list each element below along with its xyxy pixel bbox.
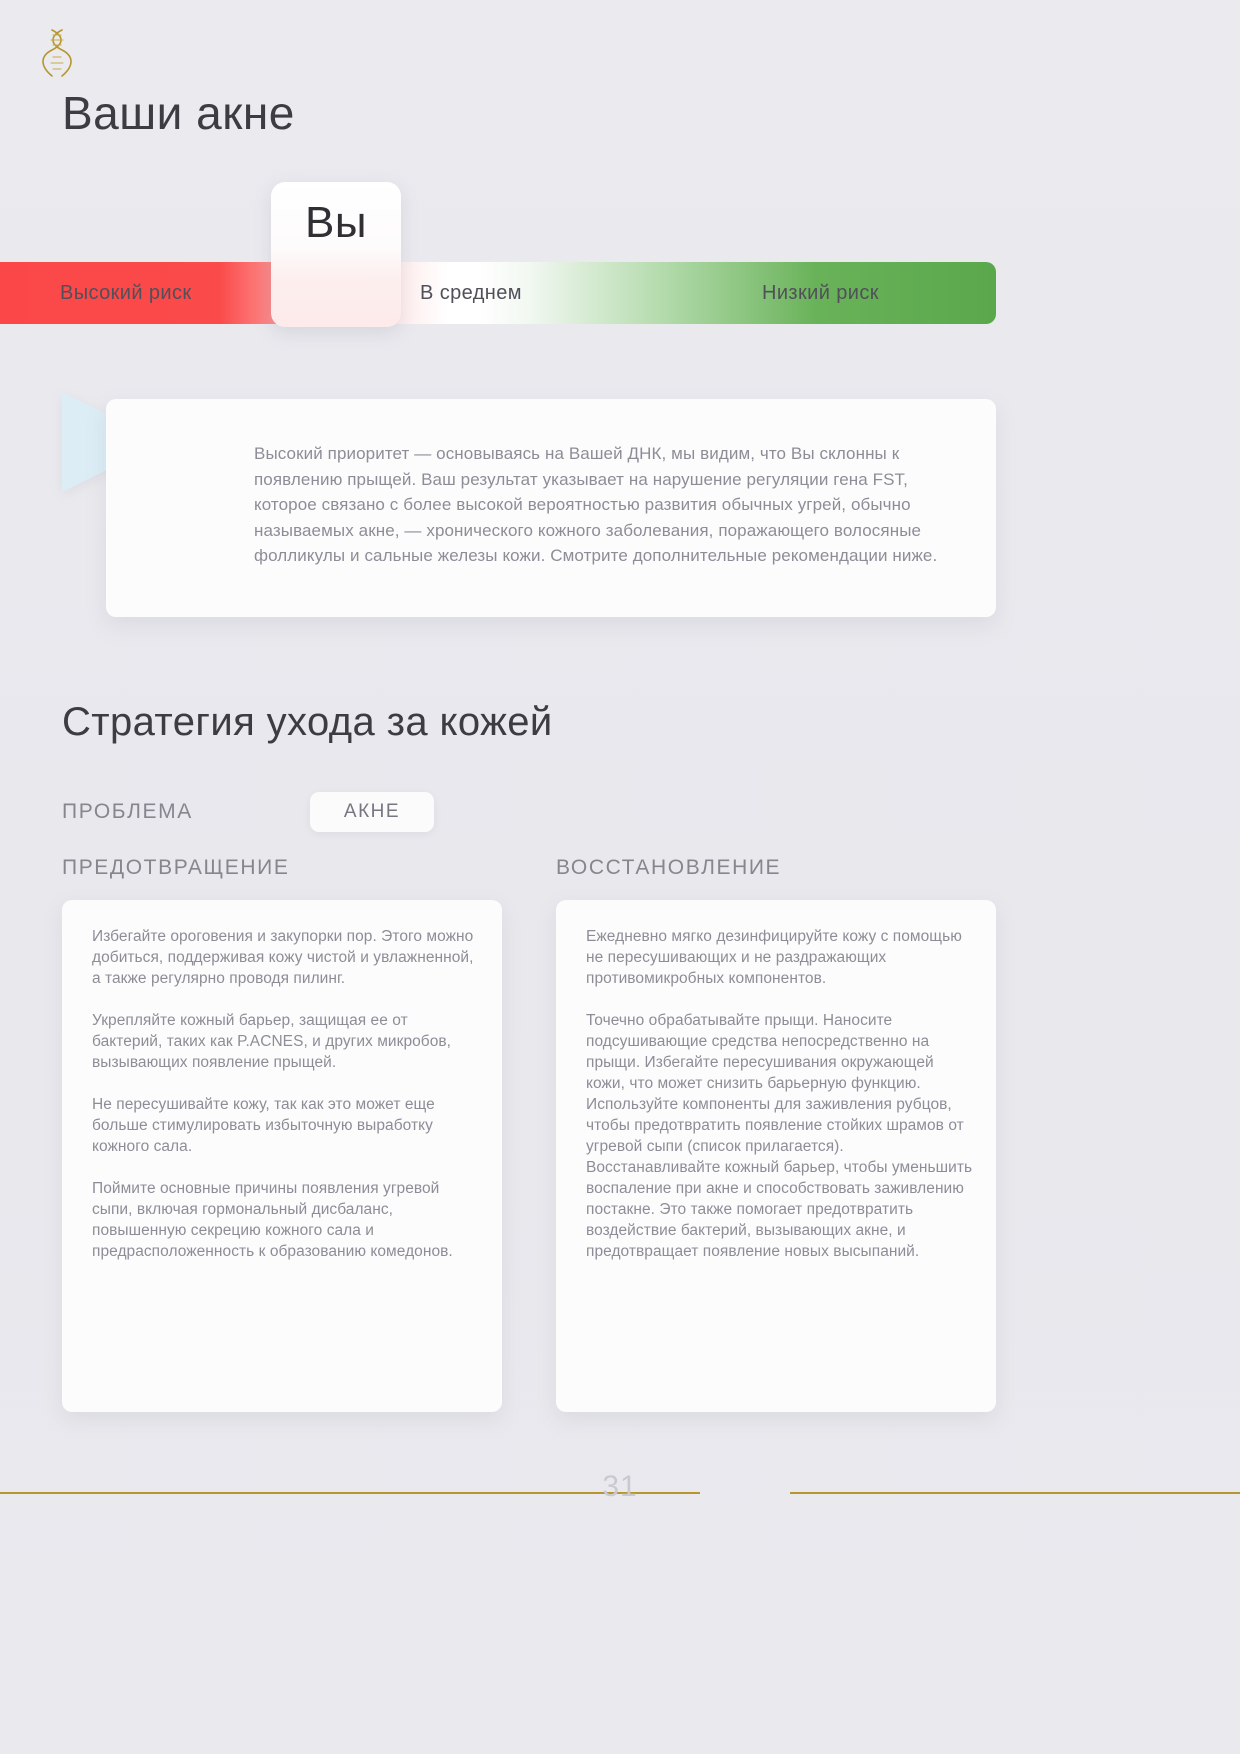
dna-helix-icon — [38, 26, 78, 82]
summary-text: Высокий приоритет — основываясь на Вашей… — [254, 444, 938, 565]
recovery-card-body: Ежедневно мягко дезинфицируйте кожу с по… — [586, 926, 974, 1262]
section-title: Стратегия ухода за кожей — [62, 700, 553, 744]
recovery-paragraph: Ежедневно мягко дезинфицируйте кожу с по… — [586, 928, 962, 987]
footer-rule-left — [0, 1492, 700, 1494]
risk-label-low: Низкий риск — [762, 282, 879, 304]
you-marker-label: Вы — [305, 198, 367, 247]
you-marker: Вы — [271, 182, 401, 327]
summary-block: Высокий приоритет — основываясь на Вашей… — [62, 392, 996, 624]
prevention-card: Избегайте ороговения и закупорки пор. Эт… — [62, 900, 502, 1412]
recovery-card: Ежедневно мягко дезинфицируйте кожу с по… — [556, 900, 996, 1412]
footer-rule-right — [790, 1492, 1240, 1494]
prevention-paragraph: Поймите основные причины появления угрев… — [92, 1180, 453, 1260]
column-heading-recovery: ВОССТАНОВЛЕНИЕ — [556, 856, 782, 879]
risk-gradient-bar — [0, 262, 996, 324]
risk-label-medium: В среднем — [420, 282, 522, 304]
column-heading-prevention: ПРЕДОТВРАЩЕНИЕ — [62, 856, 290, 879]
prevention-card-body: Избегайте ороговения и закупорки пор. Эт… — [92, 926, 480, 1262]
page-number: 31 — [602, 1470, 638, 1503]
summary-card: Высокий приоритет — основываясь на Вашей… — [106, 399, 996, 617]
recovery-paragraph: Точечно обрабатывайте прыщи. Наносите по… — [586, 1012, 973, 1260]
problem-badge: АКНЕ — [310, 792, 434, 832]
prevention-paragraph: Укрепляйте кожный барьер, защищая ее от … — [92, 1012, 452, 1071]
page-title: Ваши акне — [62, 87, 295, 139]
risk-scale: Высокий риск В среднем Низкий риск Вы — [0, 182, 996, 327]
problem-label: ПРОБЛЕМА — [62, 800, 193, 823]
problem-row: ПРОБЛЕМА АКНЕ — [62, 792, 662, 834]
risk-label-high: Высокий риск — [60, 282, 192, 304]
prevention-paragraph: Не пересушивайте кожу, так как это может… — [92, 1096, 435, 1155]
prevention-paragraph: Избегайте ороговения и закупорки пор. Эт… — [92, 928, 474, 987]
